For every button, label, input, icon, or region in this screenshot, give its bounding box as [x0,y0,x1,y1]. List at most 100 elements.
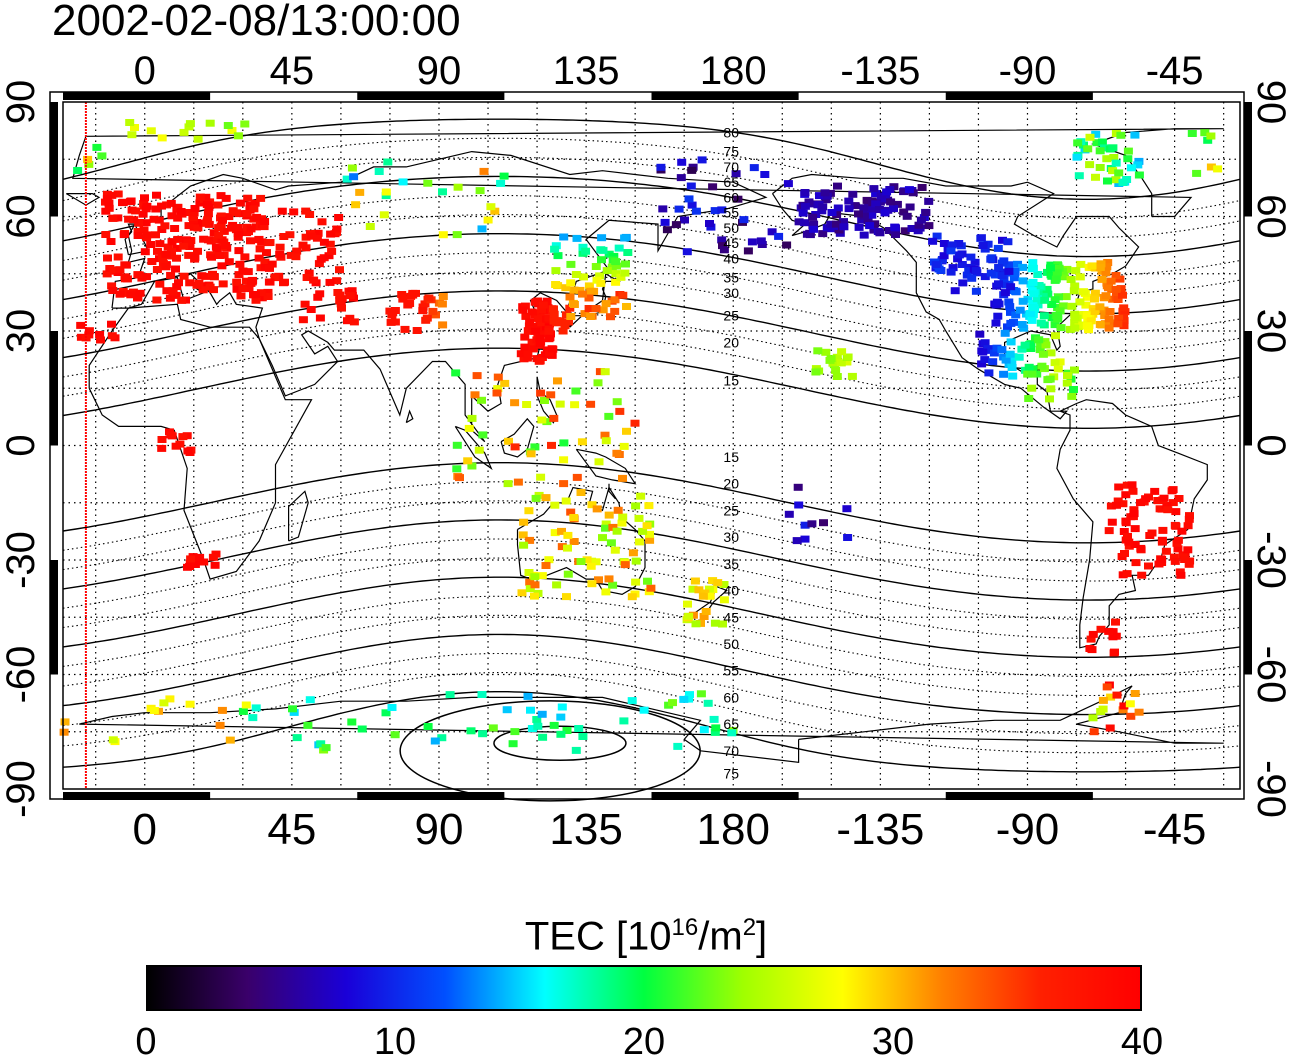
tec-cell [832,211,842,219]
tec-cell [606,313,615,321]
tec-cell [140,248,150,256]
tec-cell [522,401,532,408]
tec-cell [610,546,620,554]
tec-cell [544,556,554,564]
tec-cell [703,699,713,707]
tec-cell [576,558,586,565]
tec-cell [1123,532,1132,540]
tec-cell [1192,169,1202,177]
tec-cell [528,322,538,330]
tec-cell [660,218,670,226]
tec-cell [349,318,359,326]
tec-cell [463,457,473,465]
tec-cell [1033,271,1043,278]
tec-cell [565,293,575,301]
tec-cell [226,224,236,232]
tec-cell [472,372,482,380]
tec-cell [223,122,233,129]
tec-cell [398,178,408,186]
tec-cell [159,699,169,707]
colorbar-tick-label: 30 [871,1021,915,1063]
tec-cell [535,357,545,365]
tec-cell [662,226,672,234]
tec-cell [869,185,879,193]
tec-cell [1056,324,1066,332]
tec-cell [556,713,566,721]
tec-cell [975,330,985,338]
tec-cell [557,527,566,535]
tec-cell [570,401,580,409]
tec-cell [628,549,638,557]
tec-cell [333,289,343,296]
tec-cell [265,239,275,246]
contour-label: 20 [723,476,739,492]
tec-cell [531,494,541,502]
tec-cell [217,262,227,270]
tec-cell [1003,238,1013,246]
tec-cell [997,346,1007,354]
tec-cell [524,327,534,335]
tec-cell [285,231,295,239]
tec-cell [643,577,652,585]
tec-cell [102,270,112,278]
lat-tick-left: 0 [0,434,43,456]
tec-cell [986,269,996,277]
tec-cell [1112,290,1121,297]
colorbar [146,965,1142,1011]
tec-cell [215,721,225,729]
tec-cell [566,313,576,320]
contour-line [62,691,1241,773]
tec-cell [886,198,896,206]
tec-cell [1083,311,1093,319]
tec-cell [1018,277,1028,285]
tec-cell [147,258,157,265]
tec-cell [115,290,125,298]
tec-cell [387,704,397,711]
tec-cell [1126,164,1136,172]
tec-cell [154,216,164,224]
tec-cell [157,134,167,142]
tec-cell [800,219,810,227]
tec-cell [608,523,618,531]
tec-cell [934,265,944,273]
tec-cell [1120,308,1130,316]
tec-cell [1184,560,1194,568]
tec-cell [207,253,216,261]
tec-cell [60,718,70,726]
tec-cell [1055,358,1065,366]
tec-cell [246,237,255,245]
tec-cell [103,254,112,262]
tec-cell [970,258,980,266]
tec-cell [510,728,520,736]
tec-cell [615,407,625,415]
coastline [516,486,646,596]
contour-labels: 8075706560555045403530252015152025303540… [723,125,739,782]
tec-cell [135,289,145,297]
tec-cell [477,396,486,404]
tec-cell [631,557,641,565]
tec-cell [160,222,170,230]
tec-cell [1111,618,1120,626]
tec-cell [1129,510,1139,518]
tec-cell [324,252,334,260]
tec-cell [984,369,994,377]
tec-cell [1178,552,1188,559]
tec-cell [510,443,520,451]
tec-cell [113,253,123,261]
axis-ticks: 0 45 90 135 180 -135 -90 -450 45 90 135 180 -135 -90-… [0,49,1292,854]
tec-cell [1119,322,1129,330]
tec-cell [800,189,810,196]
contour-label: 60 [723,189,739,205]
tec-cell [579,273,588,281]
contour-label: 40 [723,583,739,599]
tec-cell [701,608,711,615]
tec-cell [235,199,245,207]
tec-cell [536,473,546,481]
tec-cell [833,204,843,212]
tec-cell [173,214,183,222]
tec-cell [325,240,335,248]
tec-cell [185,243,195,250]
tec-cell [155,280,165,288]
tec-cell [1076,260,1086,268]
tec-cell [202,201,212,208]
